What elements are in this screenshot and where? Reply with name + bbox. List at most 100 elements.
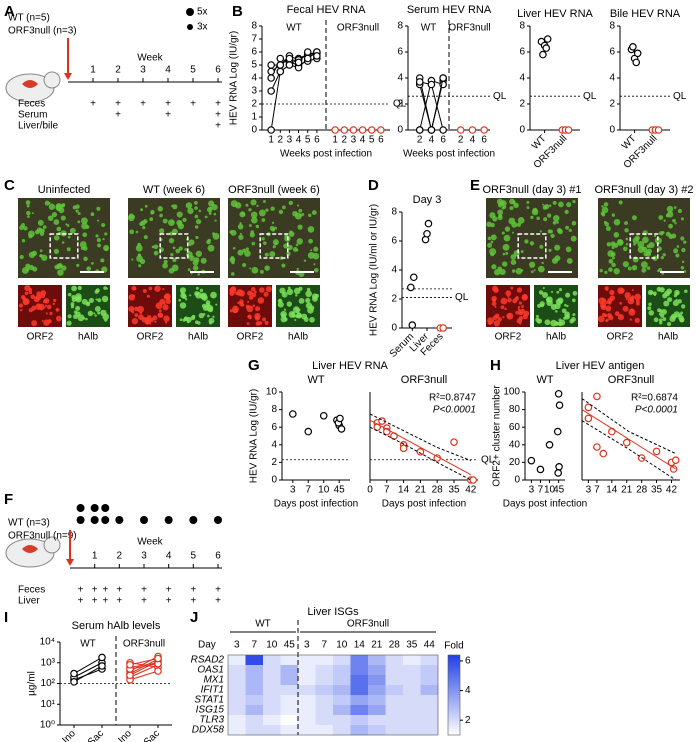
stain-spot <box>676 245 680 248</box>
x-axis-label: Days post infection <box>382 499 467 510</box>
stain-spot <box>510 286 514 290</box>
heatmap-cell <box>280 655 299 666</box>
heatmap-cell <box>350 725 369 736</box>
stain-spot <box>207 244 215 252</box>
stain-spot <box>617 239 624 246</box>
panel-label: I <box>4 609 8 626</box>
stain-spot <box>271 227 276 232</box>
stain-spot <box>142 226 146 230</box>
heatmap-cell <box>385 705 404 716</box>
x-tick-label: 1 <box>332 135 338 146</box>
stain-spot <box>296 204 300 207</box>
stain-spot <box>677 208 683 214</box>
stain-spot <box>662 253 666 257</box>
heatmap-cell <box>245 705 264 716</box>
stain-spot <box>487 236 492 241</box>
row-label: Liver/bile <box>18 121 58 132</box>
data-point <box>267 126 275 134</box>
group-label: WT <box>421 23 437 34</box>
stain-spot <box>71 304 74 307</box>
stain-spot <box>535 314 539 318</box>
data-point <box>276 61 285 69</box>
heatmap-cell <box>298 715 316 726</box>
stain-spot <box>67 314 72 319</box>
heatmap-cell <box>368 725 386 736</box>
stain-spot <box>556 228 562 233</box>
stain-spot <box>159 298 166 305</box>
data-point <box>289 410 297 418</box>
stain-spot <box>86 266 92 272</box>
stain-spot <box>176 211 183 218</box>
stain-spot <box>541 261 544 265</box>
stain-spot <box>79 241 87 248</box>
y-tick-label: 0 <box>271 475 277 486</box>
stain-spot <box>531 208 539 216</box>
stain-spot <box>622 305 629 312</box>
stain-spot <box>609 295 616 301</box>
chart-title: Liver HEV RNA <box>517 8 593 20</box>
stain-spot <box>504 226 511 232</box>
stain-spot <box>305 290 312 298</box>
data-point <box>70 678 78 686</box>
stain-spot <box>489 212 496 219</box>
stain-spot <box>540 303 544 308</box>
stain-spot <box>55 315 62 322</box>
stain-spot <box>606 318 609 322</box>
data-point <box>98 662 106 670</box>
data-point <box>319 411 328 420</box>
heatmap-cell <box>315 665 334 676</box>
stain-spot <box>600 304 607 311</box>
sample-mark: + <box>92 596 98 607</box>
stain-spot <box>246 322 250 326</box>
mouse-dot <box>90 516 99 524</box>
data-point <box>98 653 106 662</box>
stain-spot <box>132 294 136 298</box>
stain-spot <box>530 215 534 220</box>
series-line <box>581 398 676 455</box>
stain-spot <box>239 232 242 235</box>
stain-spot <box>487 317 495 325</box>
stain-spot <box>138 314 144 320</box>
heatmap-cell <box>403 655 421 666</box>
stain-spot <box>31 320 38 327</box>
reference-label: QL <box>481 454 495 465</box>
stain-spot <box>296 267 299 271</box>
stain-spot <box>61 241 65 244</box>
x-tick-label: 10 <box>318 485 330 496</box>
stain-spot <box>305 297 311 304</box>
week-label: 3 <box>140 65 146 76</box>
mouse-dot <box>214 516 222 524</box>
data-point <box>294 58 303 67</box>
column-label: 21 <box>371 640 383 651</box>
stain-spot <box>194 214 199 219</box>
stain-spot <box>604 313 608 318</box>
stain-spot <box>77 211 81 215</box>
stain-spot <box>248 224 252 228</box>
x-tick-label: 6 <box>481 135 487 146</box>
stain-spot <box>39 253 43 258</box>
stain-spot <box>103 286 107 290</box>
stain-spot <box>516 222 522 227</box>
series-line <box>129 658 159 666</box>
y-tick-label: 10⁰ <box>40 720 55 731</box>
week-label: 6 <box>215 65 221 76</box>
heatmap-cell <box>280 725 299 736</box>
heatmap-cell <box>385 695 404 706</box>
x-tick-label: 3 <box>290 485 296 496</box>
stain-spot <box>629 296 634 302</box>
x-tick-label: 28 <box>432 485 444 496</box>
stain-spot <box>263 241 267 245</box>
x-tick-label: 14 <box>606 485 618 496</box>
stain-spot <box>571 298 576 303</box>
x-tick-label: 4 <box>296 135 302 146</box>
data-point <box>377 126 385 134</box>
heatmap-cell <box>280 665 299 676</box>
stain-spot <box>680 236 685 241</box>
sample-mark: + <box>115 99 121 110</box>
stain-spot <box>520 250 524 254</box>
group-label: ORF3null <box>123 639 165 650</box>
stain-spot <box>52 302 56 306</box>
data-point <box>584 414 593 423</box>
stain-spot <box>298 208 303 213</box>
stain-spot <box>502 243 510 251</box>
